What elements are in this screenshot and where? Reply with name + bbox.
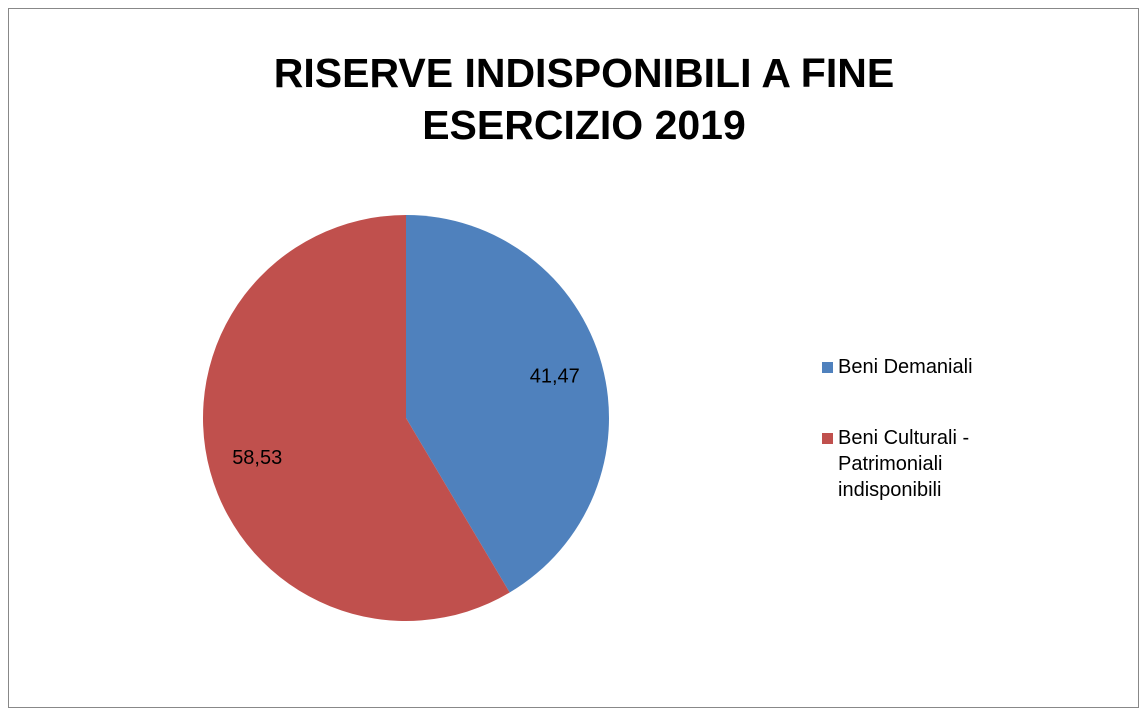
legend-label: Beni Demaniali bbox=[838, 356, 973, 378]
chart-frame: RISERVE INDISPONIBILI A FINE ESERCIZIO 2… bbox=[8, 8, 1139, 708]
data-label: 41,47 bbox=[530, 365, 580, 387]
legend-swatch bbox=[822, 433, 833, 444]
pie-slice bbox=[406, 215, 609, 593]
chart-title: RISERVE INDISPONIBILI A FINE ESERCIZIO 2… bbox=[273, 50, 895, 148]
pie-slice bbox=[202, 215, 510, 621]
pie-chart: 41,47 58,53 bbox=[202, 215, 609, 621]
legend-item: Beni Culturali - Patrimoniali indisponib… bbox=[822, 425, 1038, 503]
legend-swatch bbox=[822, 362, 833, 373]
legend-label: Beni Culturali - Patrimoniali indisponib… bbox=[838, 427, 970, 501]
legend-item: Beni Demaniali bbox=[822, 354, 1038, 380]
data-label: 58,53 bbox=[232, 447, 282, 469]
